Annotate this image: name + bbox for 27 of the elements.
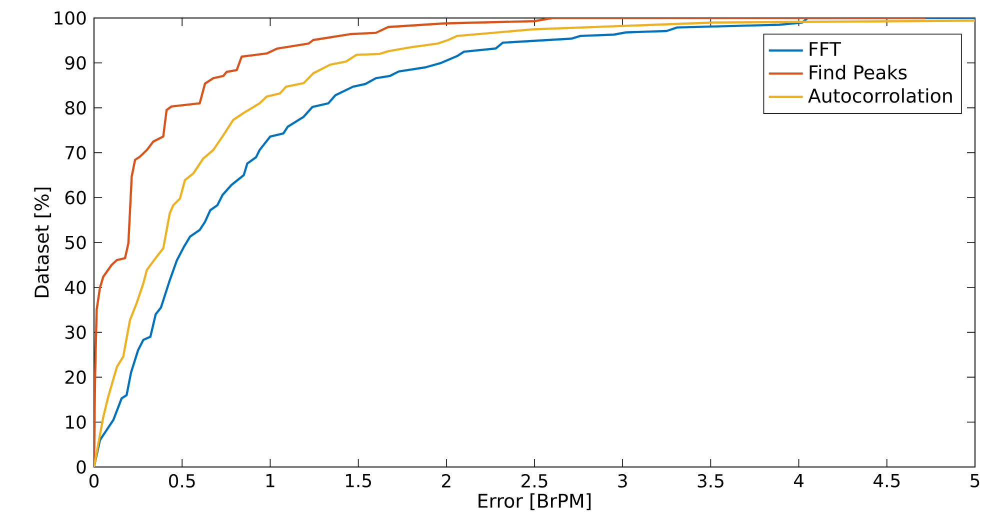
y-tick-label: 50 xyxy=(66,236,86,250)
y-tick-label: 20 xyxy=(65,370,86,384)
y-tick-label: 80 xyxy=(65,101,86,115)
x-axis-title: Error [BrPM] xyxy=(478,493,591,510)
x-tick-label: 0 xyxy=(89,474,99,488)
x-tick-label: 1 xyxy=(266,474,274,488)
x-tick-label: 1.5 xyxy=(346,474,371,488)
y-tick-label: 0 xyxy=(76,460,86,474)
x-tick-label: 3 xyxy=(618,474,627,488)
x-tick-label: 3.5 xyxy=(698,474,724,488)
y-tick-label: 100 xyxy=(54,11,86,25)
y-tick-label: 40 xyxy=(65,280,86,294)
legend-label: FFT xyxy=(810,42,842,56)
y-tick-label: 60 xyxy=(65,190,86,204)
x-tick-label: 0.5 xyxy=(169,474,195,488)
y-tick-label: 10 xyxy=(66,415,86,429)
x-tick-label: 2.5 xyxy=(522,474,548,488)
x-tick-label: 4.5 xyxy=(874,474,900,488)
y-axis-title: Dataset [%] xyxy=(34,188,52,298)
x-tick-label: 4 xyxy=(794,474,804,488)
x-tick-label: 5 xyxy=(970,474,980,488)
x-tick-label: 2 xyxy=(442,474,450,488)
y-tick-label: 70 xyxy=(66,146,86,160)
legend-label: Autocorrolation xyxy=(808,88,952,103)
y-tick-label: 30 xyxy=(66,326,86,340)
y-tick-label: 90 xyxy=(65,56,86,70)
legend-label: Find Peaks xyxy=(810,64,907,80)
